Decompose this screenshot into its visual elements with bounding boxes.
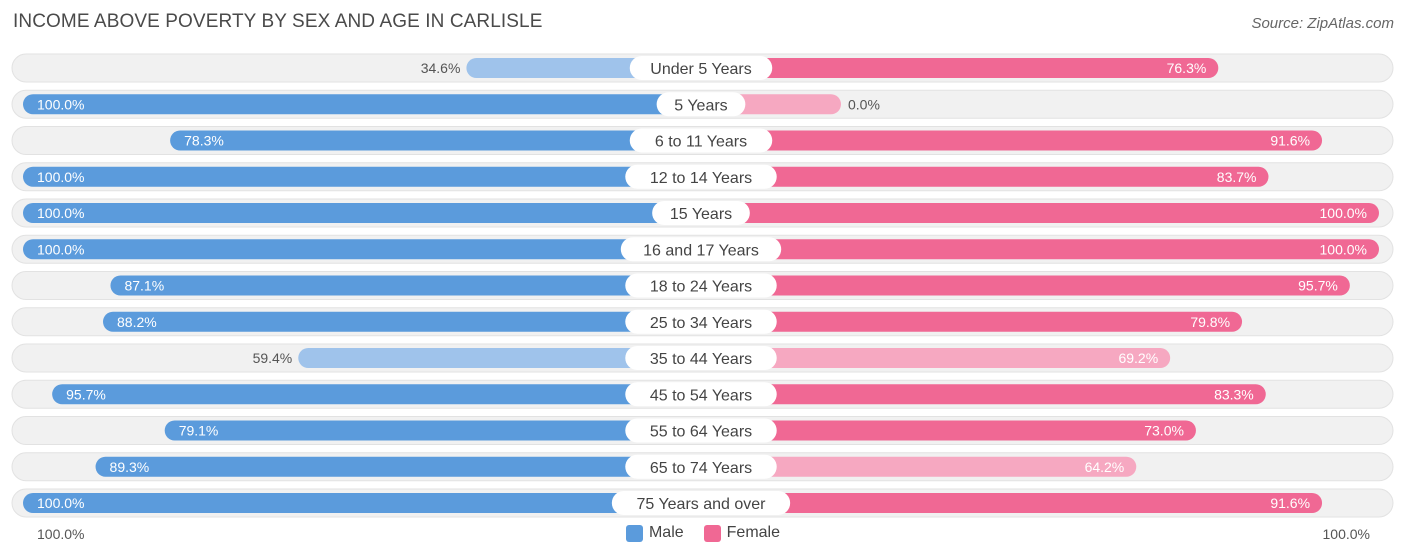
- female-value-label-6-to-11-years: 91.6%: [1270, 133, 1310, 149]
- category-label-55-to-64-years: 55 to 64 Years: [650, 424, 752, 441]
- diverging-bar-chart: 34.6% 76.3% Under 5 Years 100.0% 0.0% 5 Years…: [11, 53, 1394, 518]
- legend: Male Female: [0, 524, 1406, 542]
- male-value-label-25-to-34-years: 88.2%: [117, 314, 157, 330]
- male-value-label-75-years-and-over: 100.0%: [37, 495, 84, 511]
- category-pill-45-to-54-years: [625, 382, 777, 407]
- male-value-label-55-to-64-years: 79.1%: [179, 423, 219, 439]
- female-bar-12-to-14-years[interactable]: [701, 166, 1269, 187]
- female-value-label-12-to-14-years: 83.7%: [1217, 169, 1257, 185]
- category-label-18-to-24-years: 18 to 24 Years: [650, 279, 752, 296]
- category-pill-55-to-64-years: [625, 418, 777, 443]
- legend-label-male: Male: [648, 524, 684, 541]
- category-label-16-and-17-years: 16 and 17 Years: [643, 242, 759, 259]
- legend-item-male[interactable]: Male: [625, 524, 684, 542]
- female-bar-35-to-44-years[interactable]: [701, 348, 1171, 368]
- female-value-label-15-years: 100.0%: [1320, 205, 1367, 221]
- male-value-label-12-to-14-years: 100.0%: [37, 169, 84, 185]
- category-pill-65-to-74-years: [625, 454, 777, 479]
- female-value-label-under-5-years: 76.3%: [1167, 60, 1207, 76]
- male-value-label-15-years: 100.0%: [37, 205, 84, 221]
- category-label-5-years: 5 Years: [674, 97, 727, 114]
- female-value-label-65-to-74-years: 64.2%: [1085, 459, 1125, 475]
- category-label-35-to-44-years: 35 to 44 Years: [650, 351, 752, 368]
- male-bar-16-and-17-years[interactable]: [23, 239, 701, 260]
- category-pill-under-5-years: [629, 56, 773, 80]
- female-bar-75-years-and-over[interactable]: [701, 493, 1323, 513]
- category-label-25-to-34-years: 25 to 34 Years: [650, 315, 752, 332]
- category-label-under-5-years: Under 5 Years: [650, 61, 751, 78]
- male-value-label-45-to-54-years: 95.7%: [66, 386, 106, 402]
- category-pill-35-to-44-years: [625, 346, 777, 370]
- category-pill-16-and-17-years: [620, 237, 782, 262]
- female-value-label-16-and-17-years: 100.0%: [1320, 241, 1367, 257]
- female-bar-65-to-74-years[interactable]: [701, 456, 1137, 477]
- female-bar-6-to-11-years[interactable]: [701, 130, 1323, 151]
- category-pill-12-to-14-years: [625, 164, 777, 189]
- male-value-label-16-and-17-years: 100.0%: [37, 241, 84, 257]
- legend-swatch-female: [703, 524, 721, 542]
- male-value-label-6-to-11-years: 78.3%: [184, 133, 224, 149]
- male-bar-55-to-64-years[interactable]: [164, 420, 701, 441]
- female-bar-15-years[interactable]: [701, 203, 1379, 223]
- male-bar-35-to-44-years[interactable]: [298, 348, 701, 368]
- category-label-15-years: 15 Years: [670, 206, 732, 223]
- female-value-label-18-to-24-years: 95.7%: [1298, 278, 1338, 294]
- male-bar-75-years-and-over[interactable]: [23, 493, 701, 513]
- female-bar-45-to-54-years[interactable]: [701, 384, 1266, 405]
- female-value-label-75-years-and-over: 91.6%: [1270, 495, 1310, 511]
- legend-label-female: Female: [726, 524, 781, 541]
- male-bar-25-to-34-years[interactable]: [103, 311, 701, 332]
- male-bar-6-to-11-years[interactable]: [170, 130, 702, 151]
- category-pill-25-to-34-years: [625, 309, 777, 334]
- female-value-label-45-to-54-years: 83.3%: [1214, 386, 1254, 402]
- category-pill-75-years-and-over: [611, 491, 791, 515]
- category-label-45-to-54-years: 45 to 54 Years: [650, 387, 752, 404]
- female-value-label-35-to-44-years: 69.2%: [1118, 350, 1158, 366]
- category-label-6-to-11-years: 6 to 11 Years: [655, 134, 747, 151]
- male-bar-45-to-54-years[interactable]: [52, 384, 702, 405]
- category-pill-15-years: [652, 201, 750, 225]
- category-label-65-to-74-years: 65 to 74 Years: [650, 460, 752, 477]
- axis-left-label: 100.0%: [37, 526, 85, 542]
- male-bar-18-to-24-years[interactable]: [110, 275, 702, 296]
- category-label-75-years-and-over: 75 Years and over: [637, 496, 767, 513]
- female-bar-18-to-24-years[interactable]: [701, 275, 1350, 296]
- category-pill-18-to-24-years: [625, 273, 777, 298]
- male-value-label-18-to-24-years: 87.1%: [124, 278, 164, 294]
- source-label: Source: ZipAtlas.com: [1251, 15, 1394, 32]
- category-pill-5-years: [656, 92, 746, 117]
- category-pill-6-to-11-years: [629, 128, 773, 153]
- male-value-label-65-to-74-years: 89.3%: [110, 459, 150, 475]
- category-label-12-to-14-years: 12 to 14 Years: [650, 170, 752, 187]
- male-value-label-35-to-44-years: 59.4%: [253, 350, 293, 366]
- female-bar-25-to-34-years[interactable]: [701, 311, 1243, 332]
- male-value-label-5-years: 100.0%: [37, 96, 84, 112]
- legend-swatch-male: [625, 524, 643, 542]
- male-value-label-under-5-years: 34.6%: [421, 60, 461, 76]
- male-bar-65-to-74-years[interactable]: [95, 456, 701, 477]
- female-value-label-25-to-34-years: 79.8%: [1190, 314, 1230, 330]
- female-bar-16-and-17-years[interactable]: [701, 239, 1379, 260]
- female-value-label-5-years: 0.0%: [848, 96, 880, 112]
- female-bar-under-5-years[interactable]: [701, 58, 1219, 78]
- female-bar-55-to-64-years[interactable]: [701, 420, 1196, 441]
- male-bar-15-years[interactable]: [23, 203, 701, 223]
- male-bar-5-years[interactable]: [23, 94, 701, 115]
- male-bar-12-to-14-years[interactable]: [23, 166, 701, 187]
- legend-item-female[interactable]: Female: [703, 524, 781, 542]
- chart-title: INCOME ABOVE POVERTY BY SEX AND AGE IN C…: [13, 11, 543, 32]
- female-value-label-55-to-64-years: 73.0%: [1144, 423, 1184, 439]
- axis-right-label: 100.0%: [1322, 526, 1370, 542]
